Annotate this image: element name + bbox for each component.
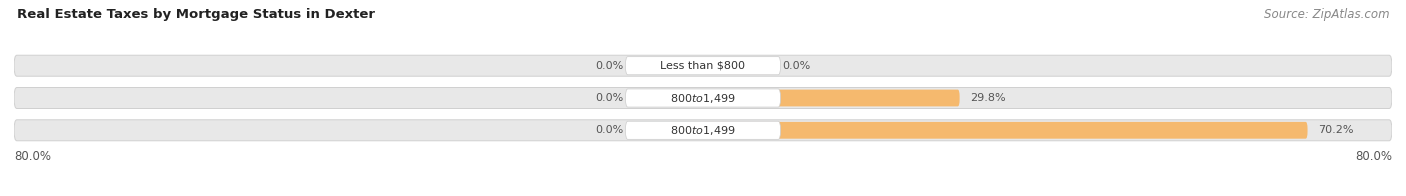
Text: 80.0%: 80.0%	[14, 150, 51, 163]
FancyBboxPatch shape	[703, 122, 1308, 139]
Text: 0.0%: 0.0%	[596, 61, 624, 71]
FancyBboxPatch shape	[14, 120, 1392, 141]
Text: 0.0%: 0.0%	[596, 125, 624, 135]
Text: 0.0%: 0.0%	[596, 93, 624, 103]
Text: $800 to $1,499: $800 to $1,499	[671, 124, 735, 137]
Text: Source: ZipAtlas.com: Source: ZipAtlas.com	[1264, 8, 1389, 21]
FancyBboxPatch shape	[634, 122, 703, 139]
Text: 29.8%: 29.8%	[970, 93, 1005, 103]
Text: Real Estate Taxes by Mortgage Status in Dexter: Real Estate Taxes by Mortgage Status in …	[17, 8, 375, 21]
FancyBboxPatch shape	[703, 57, 772, 74]
FancyBboxPatch shape	[626, 121, 780, 139]
Text: 70.2%: 70.2%	[1317, 125, 1354, 135]
FancyBboxPatch shape	[626, 57, 780, 75]
FancyBboxPatch shape	[634, 90, 703, 106]
FancyBboxPatch shape	[14, 87, 1392, 109]
FancyBboxPatch shape	[626, 89, 780, 107]
Text: Less than $800: Less than $800	[661, 61, 745, 71]
FancyBboxPatch shape	[14, 55, 1392, 76]
Text: 80.0%: 80.0%	[1355, 150, 1392, 163]
Text: $800 to $1,499: $800 to $1,499	[671, 92, 735, 104]
FancyBboxPatch shape	[634, 57, 703, 74]
Text: 0.0%: 0.0%	[782, 61, 810, 71]
FancyBboxPatch shape	[703, 90, 960, 106]
